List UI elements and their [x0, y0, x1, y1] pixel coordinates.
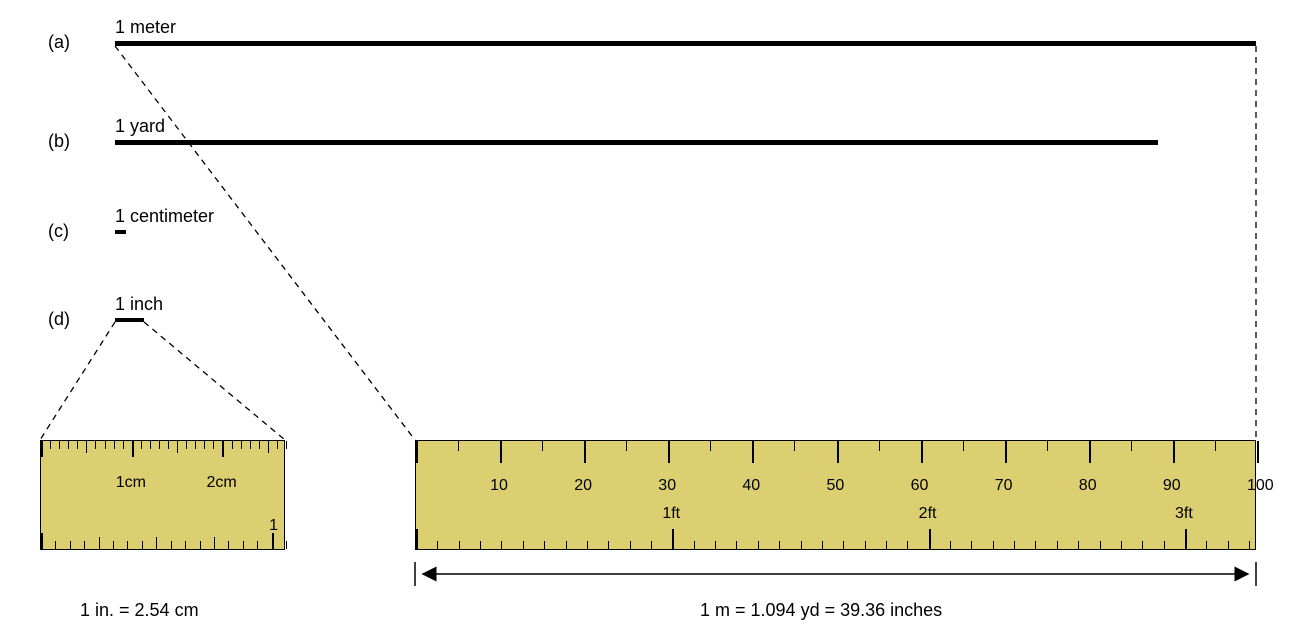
- length-bar-a: [115, 41, 1256, 46]
- meter-yard-ruler: 1020304050607080901001ft2ft3ft: [415, 440, 1256, 550]
- bar-label: 1 centimeter: [115, 206, 214, 227]
- bar-label: 1 yard: [115, 116, 165, 137]
- cm-major-label: 70: [995, 477, 1013, 495]
- caption-inch-cm: 1 in. = 2.54 cm: [80, 600, 199, 621]
- cm-major-label: 80: [1079, 477, 1097, 495]
- item-tag: (c): [48, 221, 69, 242]
- cm-major-label: 30: [658, 477, 676, 495]
- cm-major-label: 20: [574, 477, 592, 495]
- bar-label: 1 inch: [115, 294, 163, 315]
- ft-label: 3ft: [1175, 505, 1193, 523]
- figure-canvas: { "canvas": { "width": 1300, "height": 6…: [0, 0, 1300, 639]
- caption-meter-yard: 1 m = 1.094 yd = 39.36 inches: [700, 600, 942, 621]
- cm-major-label: 90: [1163, 477, 1181, 495]
- item-tag: (b): [48, 131, 70, 152]
- item-tag: (a): [48, 32, 70, 53]
- length-bar-d: [115, 318, 144, 322]
- cm-major-label: 10: [490, 477, 508, 495]
- bar-label: 1 meter: [115, 17, 176, 38]
- cm-tick-label: 2cm: [206, 474, 236, 492]
- cm-tick-label: 1cm: [116, 474, 146, 492]
- cm-major-label: 40: [742, 477, 760, 495]
- inch-tick-label: 1: [269, 517, 278, 535]
- cm-major-label: 50: [827, 477, 845, 495]
- cm-major-label: 100: [1247, 477, 1274, 495]
- item-tag: (d): [48, 309, 70, 330]
- ft-label: 1ft: [662, 505, 680, 523]
- cm-major-label: 60: [911, 477, 929, 495]
- inch-cm-ruler: 1cm 2cm 1: [40, 440, 285, 550]
- length-bar-b: [115, 140, 1158, 145]
- length-bar-c: [115, 230, 126, 234]
- ft-label: 2ft: [919, 505, 937, 523]
